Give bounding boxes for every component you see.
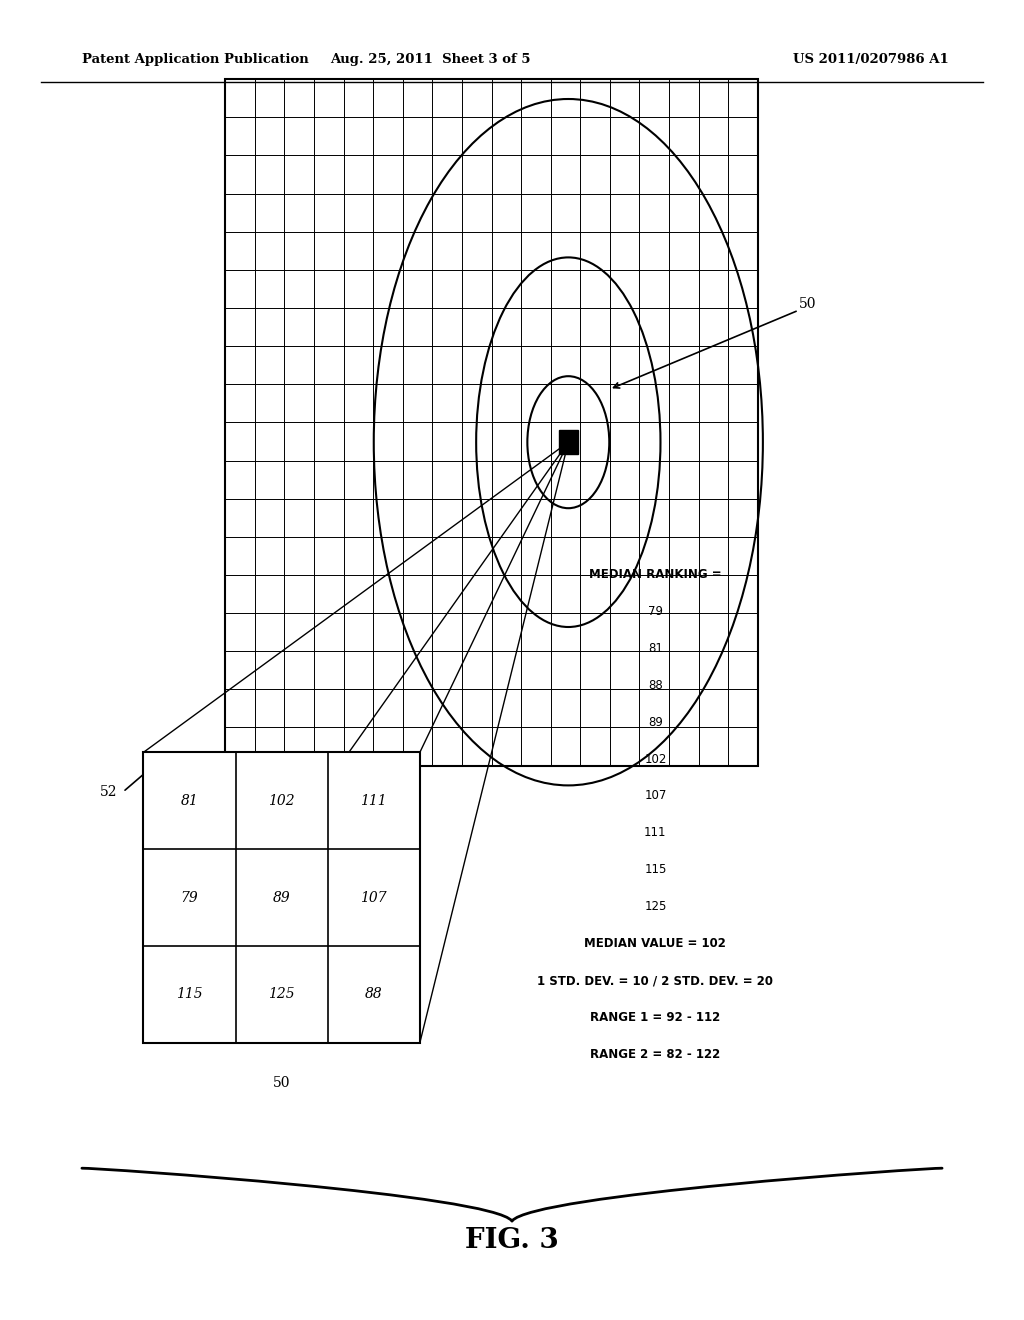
Bar <box>559 430 578 454</box>
Bar <box>143 752 420 1043</box>
Text: 125: 125 <box>644 900 667 913</box>
Text: 79: 79 <box>648 605 663 618</box>
Text: 115: 115 <box>176 987 203 1002</box>
Text: 50: 50 <box>272 1076 291 1090</box>
FancyArrowPatch shape <box>512 1168 942 1221</box>
Text: 81: 81 <box>648 642 663 655</box>
Text: 115: 115 <box>644 863 667 876</box>
Text: RANGE 1 = 92 - 112: RANGE 1 = 92 - 112 <box>590 1011 721 1024</box>
Text: 88: 88 <box>648 678 663 692</box>
Text: RANGE 2 = 82 - 122: RANGE 2 = 82 - 122 <box>590 1048 721 1061</box>
Text: 111: 111 <box>360 793 387 808</box>
Text: 89: 89 <box>648 715 663 729</box>
Text: 102: 102 <box>644 752 667 766</box>
Text: US 2011/0207986 A1: US 2011/0207986 A1 <box>793 53 948 66</box>
Text: Aug. 25, 2011  Sheet 3 of 5: Aug. 25, 2011 Sheet 3 of 5 <box>330 53 530 66</box>
FancyArrowPatch shape <box>82 1168 512 1221</box>
Text: 107: 107 <box>360 891 387 904</box>
Text: MEDIAN VALUE = 102: MEDIAN VALUE = 102 <box>585 937 726 950</box>
Text: 52: 52 <box>100 785 118 799</box>
Text: 89: 89 <box>272 891 291 904</box>
Text: 1 STD. DEV. = 10 / 2 STD. DEV. = 20: 1 STD. DEV. = 10 / 2 STD. DEV. = 20 <box>538 974 773 987</box>
Text: 111: 111 <box>644 826 667 840</box>
Text: 79: 79 <box>180 891 199 904</box>
Text: 107: 107 <box>644 789 667 803</box>
Text: 81: 81 <box>180 793 199 808</box>
Text: 102: 102 <box>268 793 295 808</box>
Text: 125: 125 <box>268 987 295 1002</box>
Text: Patent Application Publication: Patent Application Publication <box>82 53 308 66</box>
Text: 50: 50 <box>799 297 816 310</box>
Text: MEDIAN RANKING =: MEDIAN RANKING = <box>589 568 722 581</box>
Text: FIG. 3: FIG. 3 <box>465 1228 559 1254</box>
Text: 88: 88 <box>365 987 383 1002</box>
Bar <box>225 79 758 766</box>
